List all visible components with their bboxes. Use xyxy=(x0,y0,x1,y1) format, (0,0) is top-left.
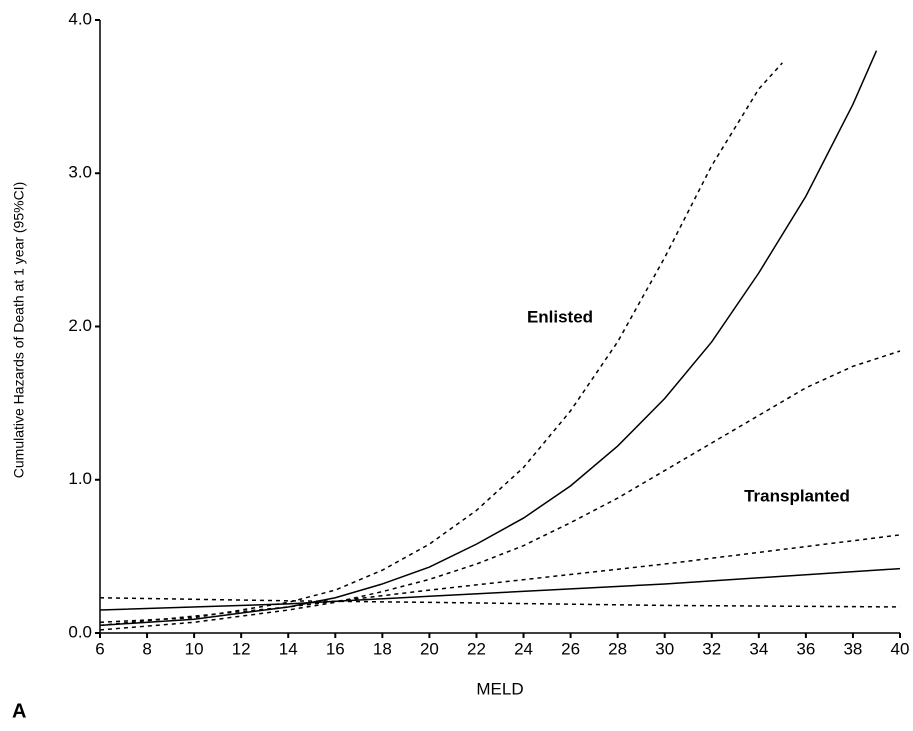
x-tick-label: 30 xyxy=(655,639,674,658)
line xyxy=(99,597,901,608)
y-tick-label: 1.0 xyxy=(68,469,92,488)
x-tick-label: 14 xyxy=(279,639,298,658)
x-tick-label: 36 xyxy=(796,639,815,658)
line xyxy=(99,62,783,624)
annotation: Enlisted xyxy=(527,307,593,326)
line xyxy=(99,567,901,611)
x-tick-label: 28 xyxy=(608,639,627,658)
x-tick-label: 6 xyxy=(95,639,104,658)
x-tick-label: 22 xyxy=(467,639,486,658)
x-tick-label: 24 xyxy=(514,639,533,658)
y-tick-label: 4.0 xyxy=(68,9,92,28)
line xyxy=(99,350,901,631)
x-tick-label: 18 xyxy=(373,639,392,658)
x-tick-label: 32 xyxy=(702,639,721,658)
y-tick-label: 2.0 xyxy=(68,316,92,335)
x-tick-label: 40 xyxy=(891,639,910,658)
x-tick-label: 26 xyxy=(561,639,580,658)
panel-label: A xyxy=(12,700,26,722)
x-axis-label: MELD xyxy=(476,679,523,698)
x-tick-label: 20 xyxy=(420,639,439,658)
y-axis-label: Cumulative Hazards of Death at 1 year (9… xyxy=(11,182,27,478)
x-tick-label: 12 xyxy=(232,639,251,658)
x-tick-label: 10 xyxy=(185,639,204,658)
line xyxy=(99,534,901,627)
x-tick-label: 34 xyxy=(749,639,768,658)
x-tick-label: 8 xyxy=(142,639,151,658)
y-tick-label: 3.0 xyxy=(68,163,92,182)
x-tick-label: 16 xyxy=(326,639,345,658)
y-tick-label: 0.0 xyxy=(68,622,92,641)
line xyxy=(99,50,878,627)
annotation: Transplanted xyxy=(744,486,850,505)
x-tick-label: 38 xyxy=(843,639,862,658)
